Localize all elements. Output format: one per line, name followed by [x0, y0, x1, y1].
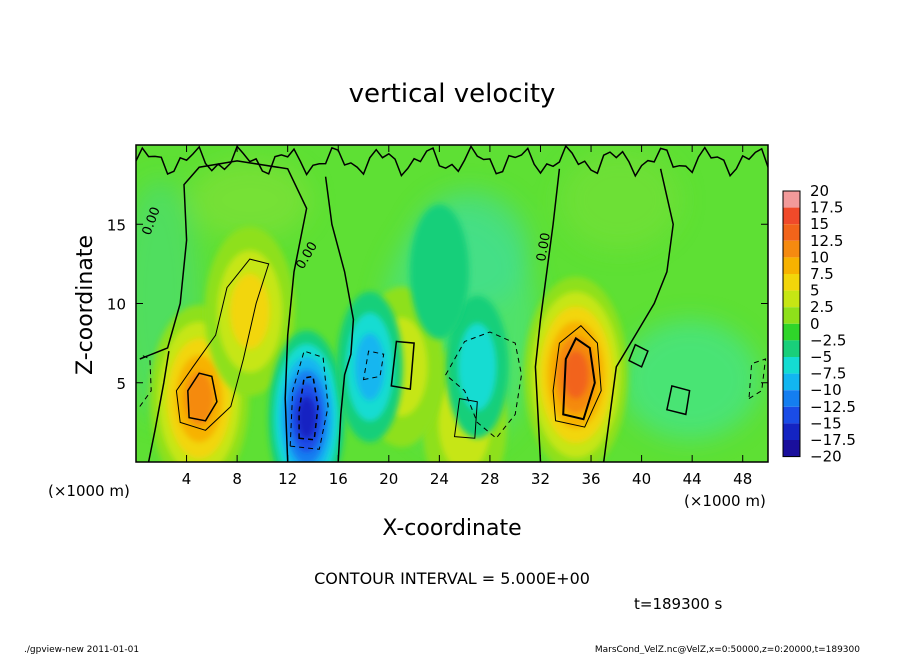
contour-line [666, 384, 691, 416]
colorbar-swatch [783, 224, 800, 241]
colorbar-label: −5 [810, 348, 832, 366]
colorbar-swatch [783, 406, 800, 424]
colorbar-label: 15 [810, 215, 829, 233]
contour-line [453, 398, 478, 439]
colorbar-swatch [783, 290, 800, 308]
contour-line [324, 176, 355, 462]
contour-line [445, 331, 523, 439]
colorbar-swatch [783, 357, 800, 374]
colorbar-label: −15 [810, 414, 842, 432]
colorbar-label: 20 [810, 182, 829, 200]
colorbar-label: −17.5 [810, 431, 856, 449]
x-tick-label: 16 [329, 470, 348, 488]
blob-level [297, 396, 316, 439]
contour-line [147, 350, 170, 462]
contour-line [175, 258, 270, 431]
x-tick-label: 40 [632, 470, 651, 488]
colorbar-label: 10 [810, 248, 829, 266]
footer-right: MarsCond_VelZ.nc@VelZ,x=0:50000,z=0:2000… [595, 645, 860, 654]
y-axis-label: Z-coordinate [73, 235, 98, 375]
x-tick-label: 12 [278, 470, 297, 488]
x-tick-label: 44 [683, 470, 702, 488]
x-tick-label: 32 [531, 470, 550, 488]
colorbar-label: −20 [810, 448, 842, 466]
colorbar: 2017.51512.5107.552.50−2.5−5−7.5−10−12.5… [782, 182, 856, 466]
x-unit-right: (×1000 m) [684, 492, 766, 510]
x-tick-label: 48 [733, 470, 752, 488]
colorbar-swatch [783, 240, 800, 258]
colorbar-swatch [783, 191, 800, 208]
y-tick-label: 15 [107, 216, 126, 234]
contour-line [187, 372, 218, 422]
contour-line [362, 350, 385, 381]
colorbar-swatch [783, 274, 800, 291]
colorbar-label: 17.5 [810, 199, 843, 217]
colorbar-swatch [783, 257, 800, 274]
colorbar-swatch [783, 307, 800, 324]
colorbar-swatch [783, 423, 800, 440]
downdraft-blob [409, 204, 469, 340]
chart-title: vertical velocity [349, 79, 556, 109]
updraft-blob [523, 276, 628, 462]
time-stamp: t=189300 s [634, 595, 722, 613]
colorbar-label: −7.5 [810, 365, 846, 383]
feature-blobs [149, 204, 628, 462]
contour-line [562, 336, 596, 421]
x-unit-left: (×1000 m) [48, 482, 130, 500]
colorbar-swatch [783, 373, 800, 391]
x-axis-label: X-coordinate [382, 516, 521, 541]
x-tick-label: 8 [232, 470, 242, 488]
colorbar-label: 5 [810, 282, 820, 300]
colorbar-label: 12.5 [810, 232, 843, 250]
x-axis: 4 8 12 16 20 24 28 32 36 40 44 48 [182, 145, 752, 488]
blob-level [355, 333, 385, 401]
colorbar-label: 7.5 [810, 265, 834, 283]
contour-line [602, 168, 674, 462]
colorbar-swatch [783, 390, 800, 407]
colorbar-swatch [783, 207, 800, 225]
colorbar-swatch [783, 323, 800, 341]
downdraft-blob [445, 295, 509, 439]
y-tick-label: 5 [116, 375, 126, 393]
blob-level [229, 273, 270, 350]
y-tick-label: 10 [107, 296, 126, 314]
contour-line [298, 375, 319, 441]
contour-line [534, 168, 561, 462]
blob-level [458, 323, 497, 411]
updraft-blob [204, 226, 295, 397]
footer-left: ./gpview-new 2011-01-01 [24, 645, 139, 654]
colorbar-label: 0 [810, 315, 820, 333]
colorbar-label: 2.5 [810, 298, 834, 316]
blob-level [409, 204, 469, 340]
colorbar-swatch [783, 340, 800, 357]
x-tick-label: 20 [379, 470, 398, 488]
x-tick-label: 4 [182, 470, 192, 488]
y-axis: 5 10 15 [107, 216, 768, 393]
heatmap-field [136, 145, 768, 462]
x-tick-label: 28 [480, 470, 499, 488]
contour-label: 0.00 [534, 232, 554, 263]
contour-line [552, 325, 602, 428]
contour-line [748, 358, 767, 400]
contour-line [628, 343, 649, 368]
colorbar-frame [782, 190, 801, 458]
x-tick-label: 24 [430, 470, 449, 488]
colorbar-label: −10 [810, 381, 842, 399]
blob-level [563, 351, 589, 399]
contour-line [139, 353, 152, 407]
colorbar-swatch [783, 440, 800, 457]
x-tick-label: 36 [581, 470, 600, 488]
contour-line [136, 145, 768, 178]
colorbar-label: −2.5 [810, 331, 846, 349]
contour-lines [136, 145, 768, 462]
contour-line [390, 340, 415, 390]
contour-line [139, 160, 308, 462]
contour-interval: CONTOUR INTERVAL = 5.000E+00 [314, 569, 590, 588]
contour-line [289, 350, 329, 450]
colorbar-label: −12.5 [810, 398, 856, 416]
